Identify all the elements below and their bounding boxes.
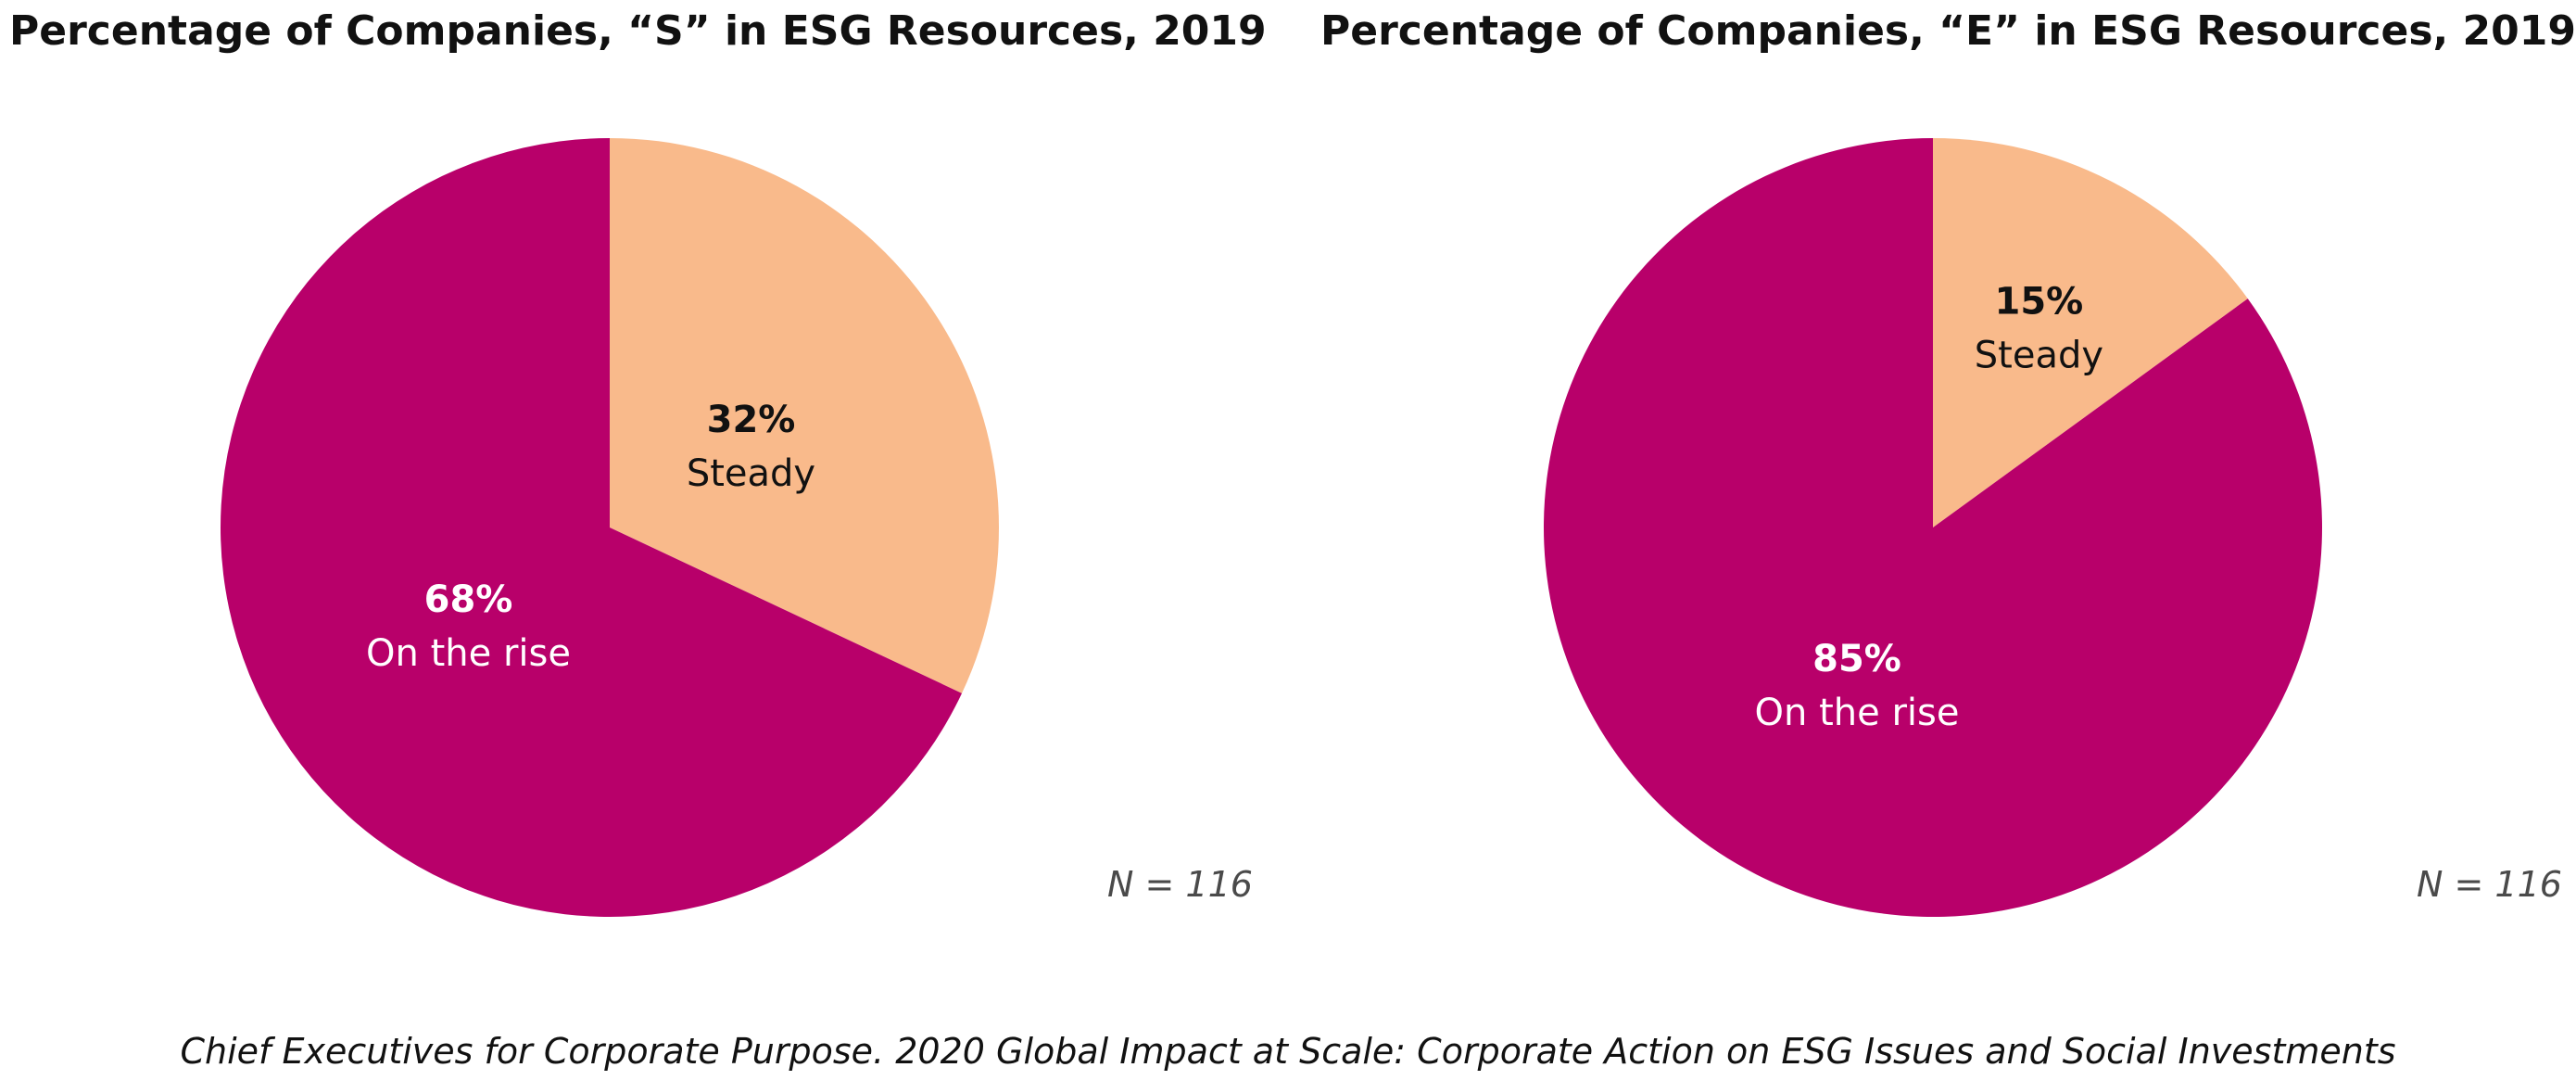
pie-0-value-label-0: 32% — [707, 399, 796, 441]
pie-1-slice-on-the-rise — [1544, 138, 2322, 917]
sample-size-note-right: N = 116 — [2417, 864, 2562, 905]
pie-1-category-label-0: Steady — [1975, 334, 2103, 376]
pie-0-slice-steady — [610, 138, 999, 693]
pie-1-value-label-0: 15% — [1995, 280, 2084, 323]
pie-0-slice-on-the-rise — [221, 138, 963, 917]
sample-size-note-left: N = 116 — [1107, 864, 1253, 905]
chart-title-right: Percentage of Companies, “E” in ESG Reso… — [1320, 7, 2576, 55]
pie-0-value-label-1: 68% — [424, 578, 513, 621]
pie-1-value-label-1: 85% — [1812, 638, 1901, 680]
chart-title-left: Percentage of Companies, “S” in ESG Reso… — [9, 7, 1267, 55]
pie-1-slice-steady — [1933, 138, 2248, 527]
pie-0-category-label-0: Steady — [687, 452, 815, 495]
source-citation: Chief Executives for Corporate Purpose. … — [180, 1031, 2396, 1072]
pie-0-category-label-1: On the rise — [366, 632, 571, 675]
pie-1-category-label-1: On the rise — [1755, 692, 1960, 734]
